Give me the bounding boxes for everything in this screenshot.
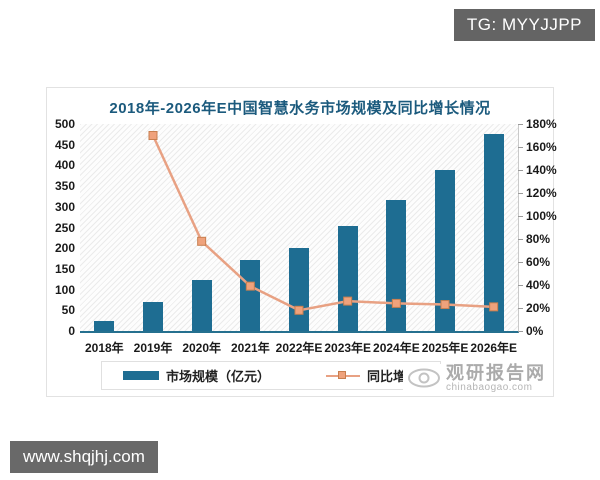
growth-line-marker: [440, 300, 450, 310]
growth-line: [151, 134, 494, 312]
bar: [191, 280, 212, 331]
y-axis-left-tick: 450: [54, 137, 75, 152]
eye-logo-icon: [408, 368, 440, 388]
telegram-badge: TG: MYYJJPP: [453, 9, 595, 41]
tick-mark: [518, 330, 523, 332]
y-axis-left: 0 50 100 150 200 250 300 350 400 450 500: [47, 117, 75, 338]
y-axis-right-tick: 180%: [526, 117, 557, 131]
tick-mark: [518, 192, 523, 194]
y-axis-right-tick: 80%: [526, 232, 551, 246]
y-axis-right-tick: 40%: [526, 278, 551, 292]
bar-slot: [323, 124, 372, 331]
bar-slot: [372, 124, 421, 331]
tick-mark: [518, 307, 523, 309]
tick-mark: [518, 284, 523, 286]
bar: [337, 225, 358, 331]
line-legend-swatch: [326, 370, 360, 382]
tick-mark: [518, 238, 523, 240]
tick-mark: [518, 261, 523, 263]
legend-entry-market-size: 市场规模（亿元）: [122, 366, 270, 385]
watermark-domain: chinabaogao.com: [446, 381, 533, 393]
y-axis-right-tick: 140%: [526, 163, 557, 177]
x-axis-label: 2022年E: [275, 341, 323, 355]
bar-slot: [80, 124, 129, 331]
tick-mark: [518, 123, 523, 125]
x-axis-label: 2026年E: [470, 341, 518, 355]
bar: [143, 302, 163, 331]
bar: [386, 200, 407, 331]
bar: [240, 260, 261, 331]
y-axis-right-tick: 0%: [526, 324, 544, 338]
y-axis-right: 0% 20% 40% 60% 80% 100% 120% 140% 160% 180%: [526, 117, 566, 338]
chart-panel: 2018年-2026年E中国智慧水务市场规模及同比增长情况 0 50 100 150 2…: [46, 87, 557, 397]
y-axis-left-tick: 500: [54, 117, 75, 131]
growth-line-marker: [391, 298, 401, 308]
growth-line-series: [148, 131, 499, 315]
growth-line-marker: [489, 302, 499, 312]
x-axis-label: 2023年E: [324, 341, 372, 355]
legend-label-market-size: 市场规模（亿元）: [165, 369, 270, 384]
y-axis-left-tick: 400: [54, 158, 75, 173]
source-url-text: www.shqjhj.com: [23, 447, 145, 466]
bar-slot: [421, 124, 470, 331]
bar-slot: [177, 124, 226, 331]
plot-area: [80, 124, 519, 333]
y-axis-left-tick: 100: [54, 282, 75, 297]
growth-line-marker: [294, 305, 304, 315]
x-axis-label: 2021年: [231, 341, 270, 355]
growth-line-marker: [343, 296, 353, 306]
bar: [435, 169, 456, 331]
bar: [94, 320, 115, 331]
y-axis-right-tick: 160%: [526, 140, 557, 154]
y-axis-left-tick: 50: [61, 303, 75, 318]
source-url-badge: www.shqjhj.com: [10, 441, 158, 473]
y-axis-right-tick: 100%: [526, 209, 557, 223]
y-axis-left-tick: 300: [54, 199, 75, 214]
x-axis-label: 2019年: [133, 341, 173, 355]
x-axis: 2018年 2019年 2020年 2021年 2022年E 2023年E 2024年E 20…: [80, 339, 518, 356]
x-axis-label: 2025年E: [421, 341, 469, 355]
bar-series: [80, 124, 518, 331]
growth-line-marker: [148, 131, 158, 140]
legend: 市场规模（亿元） 同比增长: [101, 361, 441, 390]
y-axis-right-tick: 60%: [526, 255, 551, 269]
y-axis-right-tick: 120%: [526, 186, 557, 200]
x-axis-label: 2018年: [84, 341, 124, 355]
x-axis-label: 2024年E: [373, 341, 420, 355]
y-axis-left-tick: 250: [54, 220, 75, 235]
bar-slot: [226, 124, 275, 331]
growth-line-marker: [197, 236, 207, 246]
growth-line-marker: [245, 281, 255, 291]
tick-mark: [518, 215, 523, 217]
chart-title: 2018年-2026年E中国智慧水务市场规模及同比增长情况: [109, 100, 491, 117]
telegram-badge-text: TG: MYYJJPP: [466, 15, 582, 34]
tick-mark: [518, 169, 523, 171]
y-axis-left-tick: 150: [54, 261, 75, 276]
bar-slot: [129, 124, 178, 331]
bar: [483, 134, 504, 331]
tick-mark: [518, 146, 523, 148]
watermark: 观研报告网 chinabaogao.com: [403, 362, 546, 393]
y-axis-right-tick: 20%: [526, 301, 551, 315]
y-axis-left-tick: 0: [68, 324, 75, 338]
bar-legend-swatch: [122, 371, 159, 380]
y-axis-right-tick-marks: [518, 123, 524, 332]
y-axis-left-tick: 350: [54, 179, 75, 194]
y-axis-left-tick: 200: [54, 241, 75, 256]
watermark-name: 观研报告网: [446, 362, 546, 383]
bar-slot: [469, 124, 518, 331]
x-axis-label: 2020年: [182, 341, 222, 355]
